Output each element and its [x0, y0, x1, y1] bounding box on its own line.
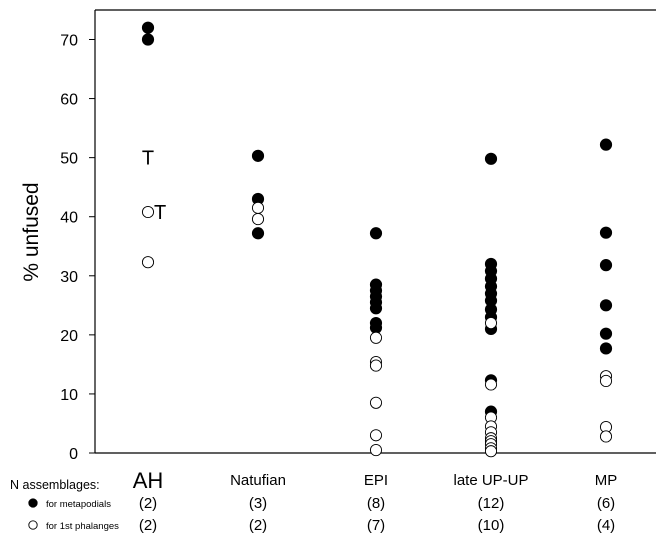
assemblage-count: (8)	[367, 495, 385, 512]
phalanx-point	[369, 331, 383, 344]
phalanx-point	[484, 378, 498, 391]
metapodial-point	[599, 342, 613, 355]
x-category-label: late UP-UP	[453, 472, 528, 489]
metapodial-point	[369, 321, 383, 334]
assemblage-count: (3)	[249, 495, 267, 512]
n-assemblages-title: N assemblages:	[10, 478, 100, 492]
x-category-label: Natufian	[230, 472, 286, 489]
assemblage-count: (4)	[597, 517, 615, 534]
assemblage-count: (2)	[249, 517, 267, 534]
metapodial-point	[369, 302, 383, 315]
metapodial-point	[599, 327, 613, 340]
y-axis-title: % unfused	[20, 182, 43, 281]
assemblage-count: (2)	[139, 495, 157, 512]
legend-row-label: for metapodials	[46, 499, 111, 510]
y-tick-label: 70	[60, 33, 78, 50]
phalanx-point	[251, 201, 265, 214]
metapodial-point	[141, 21, 155, 34]
x-category-label: MP	[595, 472, 618, 489]
x-category-label: AH	[133, 468, 164, 493]
y-tick-label: 40	[60, 210, 78, 227]
phalanx-point	[599, 374, 613, 387]
metapodial-point	[599, 299, 613, 312]
phalanx-point	[369, 359, 383, 372]
y-axis-ticks: 0 10 20 30 40 50 60 70	[60, 33, 95, 463]
y-tick-label: 60	[60, 92, 78, 109]
assemblage-count: (12)	[478, 495, 505, 512]
phalanx-point	[141, 256, 155, 269]
phalanx-point	[484, 316, 498, 330]
x-category-label: EPI	[364, 472, 388, 489]
assemblage-count: (2)	[139, 517, 157, 534]
legend-row-label: for 1st phalanges	[46, 521, 119, 532]
annotation-label: T	[142, 148, 154, 170]
y-tick-label: 20	[60, 328, 78, 345]
metapodial-point	[251, 149, 265, 162]
y-tick-label: 30	[60, 269, 78, 286]
phalanx-point	[369, 443, 383, 457]
metapodial-point	[141, 33, 155, 46]
x-axis-categories: AH Natufian EPI late UP-UP MP	[133, 468, 618, 493]
data-points	[141, 21, 613, 458]
phalanx-point	[251, 213, 265, 226]
n-assemblages-table: for metapodials (2) (3) (8) (12) (6) for 1st p…	[28, 495, 615, 534]
annotations: TT	[142, 148, 166, 224]
phalanx-point	[599, 430, 613, 443]
y-tick-label: 50	[60, 151, 78, 168]
metapodial-point	[599, 226, 613, 239]
metapodial-point	[251, 227, 265, 240]
metapodial-point	[369, 227, 383, 240]
metapodial-point	[599, 138, 613, 151]
assemblage-count: (6)	[597, 495, 615, 512]
y-tick-label: 0	[69, 446, 78, 463]
phalanx-point	[369, 429, 383, 442]
phalanx-point	[484, 445, 498, 458]
phalanx-point	[141, 205, 155, 219]
legend-open-marker	[28, 520, 38, 530]
assemblage-count: (7)	[367, 517, 385, 534]
metapodial-point	[484, 152, 498, 165]
legend-filled-marker	[28, 498, 38, 508]
phalanx-point	[369, 396, 383, 409]
annotation-label: T	[154, 202, 166, 224]
y-tick-label: 10	[60, 387, 78, 404]
metapodial-point	[599, 259, 613, 272]
assemblage-count: (10)	[478, 517, 505, 534]
